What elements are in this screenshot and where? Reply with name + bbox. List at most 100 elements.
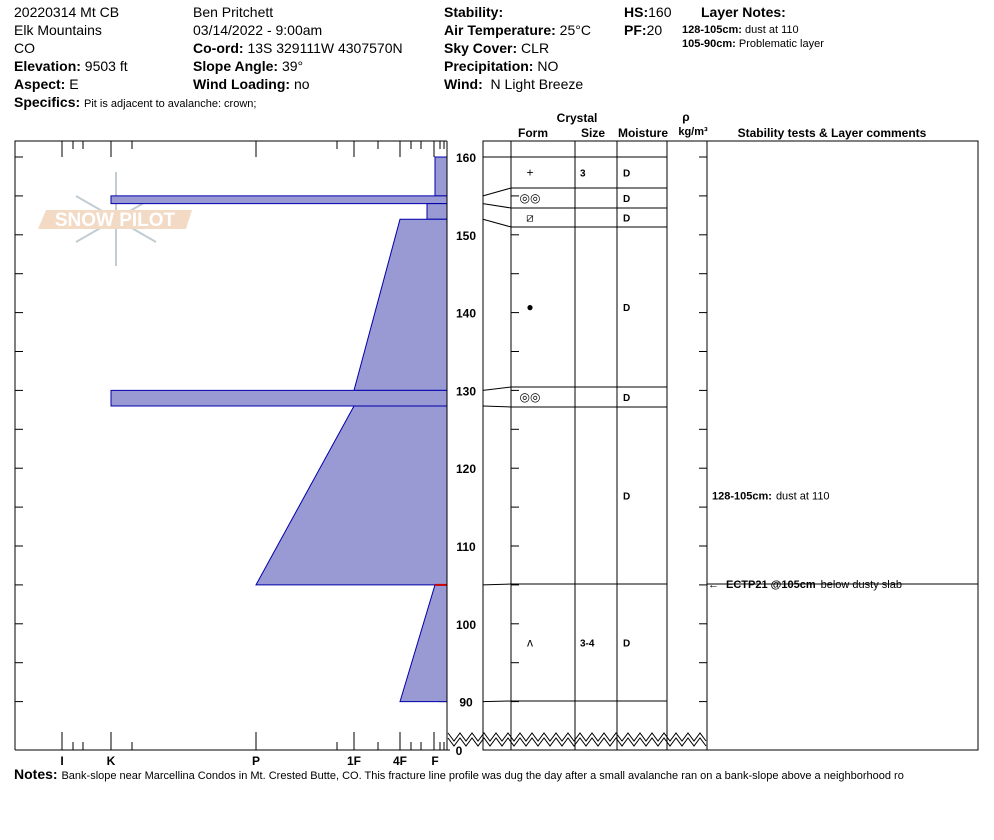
stability-test-comment: below dusty slab — [821, 579, 902, 591]
layer-note: 105-90cm: Problematic layer — [682, 37, 824, 51]
hs-value: 160 — [648, 4, 672, 20]
grain-size: 3 — [580, 169, 586, 180]
density-header: kg/m³ — [678, 126, 708, 138]
precip-label: Precipitation: — [444, 58, 534, 74]
hardness-layer — [434, 156, 448, 197]
layer-notes-label: Layer Notes: — [701, 4, 786, 20]
arrow-left-icon: ← — [708, 579, 719, 591]
crystal-header: Crystal — [557, 111, 598, 125]
layer-note: 128-105cm: dust at 110 — [682, 23, 799, 37]
layer-connector — [482, 187, 512, 197]
moisture-value: D — [623, 194, 630, 205]
specifics-label: Specifics: — [14, 94, 81, 110]
sky-label: Sky Cover: — [444, 40, 518, 56]
depth-label: 110 — [456, 540, 476, 554]
observer: Ben Pritchett — [193, 4, 274, 20]
form-header: Form — [518, 126, 548, 140]
precip-value: NO — [537, 58, 559, 74]
layer-table-frame — [482, 140, 979, 751]
depth-label: 160 — [456, 151, 476, 165]
datetime: 03/14/2022 - 9:00am — [193, 22, 323, 38]
specifics: Specifics: Pit is adjacent to avalanche:… — [14, 93, 256, 113]
depth-label: 100 — [456, 618, 476, 632]
wind-value: N Light Breeze — [490, 76, 584, 92]
depth-label: 0 — [456, 744, 463, 758]
hardness-layer — [426, 203, 448, 220]
grain-form-icon: ⧄ — [526, 211, 534, 225]
density-symbol: ρ — [682, 110, 689, 124]
slope-value: 39° — [281, 58, 304, 74]
pf-value: 20 — [646, 22, 663, 38]
comments-header: Stability tests & Layer comments — [738, 126, 927, 140]
coord-value: 13S 329111W 4307570N — [247, 40, 403, 56]
layer-comment-range: 128-105cm: — [712, 491, 772, 503]
grain-form-icon: + — [526, 166, 533, 180]
aspect-label: Aspect: — [14, 76, 66, 92]
air-temp-value: 25°C — [559, 22, 591, 38]
depth-label: 150 — [456, 229, 476, 243]
wind: Wind: N Light Breeze — [444, 75, 583, 93]
depth-label: 140 — [456, 307, 476, 321]
logo-text: SNOW PILOT — [55, 210, 176, 231]
layer-note-text: dust at 110 — [745, 24, 799, 36]
coord-label: Co-ord: — [193, 40, 244, 56]
logo-band — [38, 210, 192, 229]
grain-form-icon: ʌ — [527, 636, 533, 650]
notes: Notes: Bank-slope near Marcellina Condos… — [14, 765, 904, 785]
wind-loading: Wind Loading: no — [193, 75, 310, 93]
hardness-layer — [399, 584, 448, 703]
aspect-value: E — [69, 76, 79, 92]
wind-loading-value: no — [293, 76, 310, 92]
specifics-value: Pit is adjacent to avalanche: crown; — [84, 98, 257, 110]
range: Elk Mountains — [14, 22, 102, 38]
hs-label: HS: — [624, 4, 649, 20]
hardness-layer — [255, 405, 448, 586]
stability-test-result: ECTP21 @105cm — [726, 579, 816, 591]
layer-note-text: Problematic layer — [738, 38, 824, 50]
moisture-value: D — [623, 214, 630, 225]
grain-size: 3-4 — [580, 639, 595, 650]
aspect: Aspect: E — [14, 75, 79, 93]
depth-label: 90 — [459, 696, 473, 710]
grain-form-icon: ● — [526, 300, 533, 314]
hardness-layer — [353, 218, 448, 391]
layer-connector — [482, 203, 512, 209]
notes-label: Notes: — [14, 766, 58, 782]
hardness-tick-label: 1F — [347, 754, 361, 768]
moisture-value: D — [623, 303, 630, 314]
pit-name: 20220314 Mt CB — [14, 4, 120, 20]
sky-value: CLR — [521, 40, 550, 56]
wind-loading-label: Wind Loading: — [193, 76, 291, 92]
air-temp: Air Temperature: 25°C — [444, 21, 591, 39]
layer-connector — [482, 583, 512, 586]
layer-note-range: 128-105cm: — [682, 24, 742, 36]
depth-label: 130 — [456, 384, 476, 398]
hardness-tick-label: I — [60, 754, 63, 768]
depth-break-zigzag — [447, 737, 707, 747]
coord: Co-ord: 13S 329111W 4307570N — [193, 39, 403, 57]
hardness-tick-label: P — [252, 754, 260, 768]
hs: HS:160 — [624, 3, 671, 21]
moisture-value: D — [623, 492, 630, 503]
air-temp-label: Air Temperature: — [444, 22, 556, 38]
wind-label: Wind: — [444, 76, 483, 92]
moisture-value: D — [623, 639, 630, 650]
elevation: Elevation: 9503 ft — [14, 57, 128, 75]
layer-connector — [482, 405, 512, 408]
stability-test: ECTP21 @105cm below dusty slab — [726, 579, 902, 591]
pf-label: PF: — [624, 22, 647, 38]
layer-comment: 128-105cm: dust at 110 — [712, 491, 830, 503]
pf: PF:20 — [624, 21, 662, 39]
moisture-value: D — [623, 393, 630, 404]
grain-form-icon: ◎◎ — [520, 191, 541, 205]
slope: Slope Angle: 39° — [193, 57, 303, 75]
layer-connector — [482, 700, 512, 703]
state: CO — [14, 40, 35, 56]
snowpilot-logo: SNOW PILOT — [38, 172, 192, 266]
size-header: Size — [581, 126, 605, 140]
stability-label: Stability: — [444, 4, 504, 20]
layer-note-range: 105-90cm: — [682, 38, 736, 50]
grain-form-icon: ◎◎ — [520, 390, 541, 404]
layer-connector — [482, 218, 512, 228]
